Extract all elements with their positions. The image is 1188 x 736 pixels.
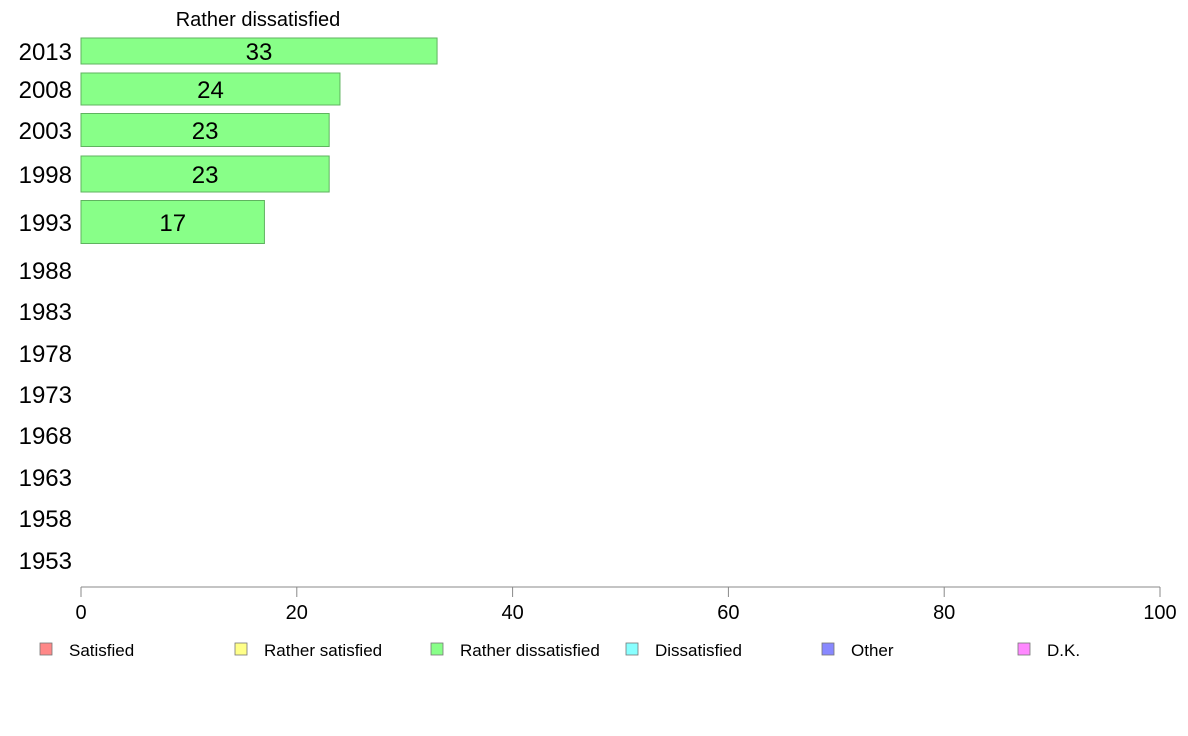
- x-tick-label: 0: [75, 602, 86, 624]
- legend-label: Rather satisfied: [264, 641, 382, 660]
- legend-label: Satisfied: [69, 641, 134, 660]
- year-label: 1988: [19, 258, 72, 285]
- year-label: 1958: [19, 506, 72, 533]
- bar-value-label: 17: [159, 210, 186, 237]
- year-label: 2003: [19, 118, 72, 145]
- legend-swatch: [625, 642, 639, 656]
- bar: [80, 37, 438, 65]
- legend-swatch: [430, 642, 444, 656]
- year-label: 1998: [19, 162, 72, 189]
- year-label: 1983: [19, 299, 72, 326]
- legend-label: Dissatisfied: [655, 641, 742, 660]
- year-label: 1963: [19, 465, 72, 492]
- legend-label: Rather dissatisfied: [460, 641, 600, 660]
- chart-title: Rather dissatisfied: [176, 9, 341, 31]
- legend: Satisfied Rather satisfied Rather dissatis…: [39, 641, 1080, 660]
- legend-label: D.K.: [1047, 641, 1080, 660]
- year-label: 1973: [19, 382, 72, 409]
- x-tick-label: 20: [286, 602, 308, 624]
- bar-value-label: 23: [192, 162, 219, 189]
- year-label: 1993: [19, 210, 72, 237]
- legend-swatch: [39, 642, 53, 656]
- x-tick-label: 100: [1143, 602, 1176, 624]
- year-label: 1968: [19, 423, 72, 450]
- legend-label: Other: [851, 641, 894, 660]
- bar: [80, 113, 330, 147]
- year-label: 1953: [19, 548, 72, 575]
- legend-swatch: [234, 642, 248, 656]
- legend-swatch: [1017, 642, 1031, 656]
- bar-value-label: 24: [197, 77, 224, 104]
- bar: [80, 155, 330, 193]
- x-tick-label: 60: [717, 602, 739, 624]
- x-tick-label: 80: [933, 602, 955, 624]
- bar-value-label: 23: [192, 118, 219, 145]
- year-labels: 2013 2008 2003 1998 1993 1988 1983 1978 1973 1968…: [19, 39, 72, 575]
- x-tick-label: 40: [501, 602, 523, 624]
- bar: [80, 200, 265, 244]
- year-label: 2013: [19, 39, 72, 66]
- bar-value-label: 33: [246, 39, 273, 66]
- year-label: 2008: [19, 77, 72, 104]
- legend-swatch: [821, 642, 835, 656]
- year-label: 1978: [19, 341, 72, 368]
- bar: [80, 72, 341, 106]
- x-axis: 0 20 40 60 80 100: [75, 586, 1177, 624]
